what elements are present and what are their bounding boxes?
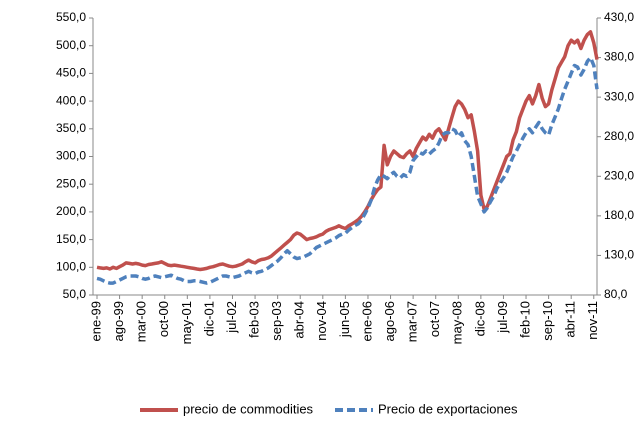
- x-tick-label: dic-08: [472, 301, 487, 336]
- x-tick-label: may-08: [450, 301, 465, 344]
- x-tick-label: feb-10: [517, 301, 532, 338]
- x-tick-label: mar-00: [134, 301, 149, 342]
- x-tick-label: may-01: [179, 301, 194, 344]
- y-tick-label: 550,0: [56, 10, 86, 24]
- x-tick-label: mar-07: [405, 301, 420, 342]
- x-tick-label: abr-11: [563, 301, 578, 338]
- x-tick-label: sep-03: [269, 301, 284, 341]
- y2-tick-label: 380,0: [604, 50, 634, 64]
- x-tick-label: sep-10: [540, 301, 555, 341]
- x-tick-label: jul-02: [224, 301, 239, 334]
- x-tick-label: jul-09: [495, 301, 510, 334]
- x-tick-label: abr-04: [292, 301, 307, 339]
- x-tick-label: nov-04: [314, 301, 329, 341]
- x-tick-label: nov-11: [585, 301, 600, 340]
- legend-label: Precio de exportaciones: [378, 401, 518, 416]
- y2-tick-label: 280,0: [604, 129, 634, 143]
- y2-tick-label: 430,0: [604, 10, 634, 24]
- y2-tick-label: 130,0: [604, 248, 634, 262]
- y-tick-label: 50,0: [63, 287, 87, 301]
- x-tick-label: ago-99: [111, 301, 126, 341]
- y-tick-label: 400,0: [56, 93, 86, 107]
- y2-tick-label: 180,0: [604, 208, 634, 222]
- y-tick-label: 350,0: [56, 121, 86, 135]
- series-line: [96, 55, 599, 285]
- y2-tick-label: 230,0: [604, 168, 634, 182]
- y2-tick-label: 330,0: [604, 89, 634, 103]
- x-tick-label: ene-06: [359, 301, 374, 341]
- x-tick-label: ene-99: [88, 301, 103, 341]
- x-tick-label: oct-07: [427, 301, 442, 337]
- y-tick-label: 250,0: [56, 176, 86, 190]
- x-tick-label: oct-00: [156, 301, 171, 337]
- x-tick-label: dic-01: [201, 301, 216, 336]
- y-tick-label: 200,0: [56, 204, 86, 218]
- y-tick-label: 150,0: [56, 232, 86, 246]
- y-tick-label: 300,0: [56, 149, 86, 163]
- series-line: [96, 30, 599, 272]
- y-tick-label: 500,0: [56, 38, 86, 52]
- y-tick-label: 100,0: [56, 259, 86, 273]
- x-tick-label: ago-06: [382, 301, 397, 341]
- x-tick-label: feb-03: [247, 301, 262, 338]
- y2-tick-label: 80,0: [604, 287, 628, 301]
- legend-label: precio de commodities: [183, 401, 314, 416]
- y-tick-label: 450,0: [56, 66, 86, 80]
- x-tick-label: jun-05: [337, 301, 352, 338]
